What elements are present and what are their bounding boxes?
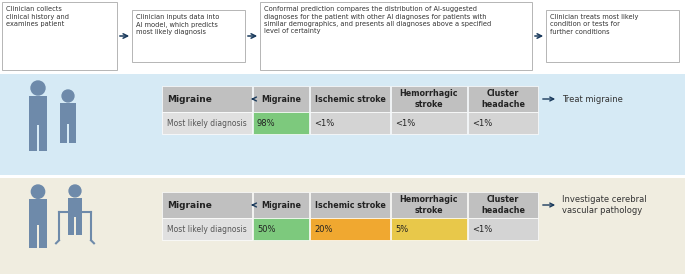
Bar	[76, 217, 82, 235]
Bar	[391, 218, 467, 240]
Text: Most likely diagnosis: Most likely diagnosis	[167, 118, 247, 127]
Bar	[391, 192, 467, 218]
Text: Migraine: Migraine	[261, 201, 301, 210]
Circle shape	[62, 90, 74, 102]
Text: Conformal prediction compares the distribution of AI-suggested
diagnoses for the: Conformal prediction compares the distri…	[264, 6, 491, 35]
Text: 50%: 50%	[257, 224, 275, 233]
Text: Clinician inputs data into
AI model, which predicts
most likely diagnosis: Clinician inputs data into AI model, whi…	[136, 14, 219, 35]
Bar	[29, 96, 47, 124]
Bar	[253, 86, 309, 112]
Text: <1%: <1%	[472, 224, 493, 233]
Text: Treat migraine: Treat migraine	[562, 95, 623, 104]
Bar	[0, 178, 685, 274]
Text: Clinician treats most likely
condition or tests for
further conditions: Clinician treats most likely condition o…	[550, 14, 638, 35]
Bar	[468, 112, 538, 134]
Text: <1%: <1%	[314, 118, 334, 127]
Bar	[468, 192, 538, 218]
Bar	[29, 199, 47, 225]
Bar	[253, 192, 309, 218]
Text: 20%: 20%	[314, 224, 332, 233]
Bar	[162, 112, 252, 134]
Circle shape	[31, 81, 45, 95]
Bar	[39, 124, 47, 151]
Bar	[68, 217, 74, 235]
Circle shape	[32, 185, 45, 198]
Bar	[310, 86, 390, 112]
Bar	[68, 198, 82, 217]
Text: Investigate cerebral
vascular pathology: Investigate cerebral vascular pathology	[562, 195, 647, 215]
Bar	[29, 124, 37, 151]
Bar	[260, 2, 532, 70]
Text: Hemorrhagic
stroke: Hemorrhagic stroke	[400, 89, 458, 109]
Bar	[468, 86, 538, 112]
Circle shape	[69, 185, 81, 197]
Text: Migraine: Migraine	[167, 95, 212, 104]
Bar	[0, 74, 685, 175]
Text: Ischemic stroke: Ischemic stroke	[314, 201, 386, 210]
Text: Migraine: Migraine	[261, 95, 301, 104]
Bar	[468, 218, 538, 240]
Bar	[39, 225, 47, 248]
Bar	[310, 218, 390, 240]
Bar	[253, 218, 309, 240]
Bar	[546, 10, 679, 62]
Bar	[60, 124, 67, 143]
Bar	[2, 2, 117, 70]
Bar	[162, 86, 252, 112]
Bar	[253, 112, 309, 134]
Text: Ischemic stroke: Ischemic stroke	[314, 95, 386, 104]
Bar	[391, 86, 467, 112]
Text: 98%: 98%	[257, 118, 275, 127]
Bar	[310, 112, 390, 134]
Bar	[391, 112, 467, 134]
Bar	[162, 192, 252, 218]
Bar	[29, 225, 37, 248]
Bar	[60, 103, 75, 124]
Text: <1%: <1%	[472, 118, 493, 127]
Text: <1%: <1%	[395, 118, 415, 127]
Bar	[310, 192, 390, 218]
Text: Cluster
headache: Cluster headache	[481, 195, 525, 215]
Text: 5%: 5%	[395, 224, 408, 233]
Text: Most likely diagnosis: Most likely diagnosis	[167, 224, 247, 233]
Bar	[69, 124, 76, 143]
Text: Clinician collects
clinical history and
examines patient: Clinician collects clinical history and …	[6, 6, 69, 27]
Bar	[162, 218, 252, 240]
Text: Migraine: Migraine	[167, 201, 212, 210]
Text: Hemorrhagic
stroke: Hemorrhagic stroke	[400, 195, 458, 215]
Bar	[132, 10, 245, 62]
Text: Cluster
headache: Cluster headache	[481, 89, 525, 109]
